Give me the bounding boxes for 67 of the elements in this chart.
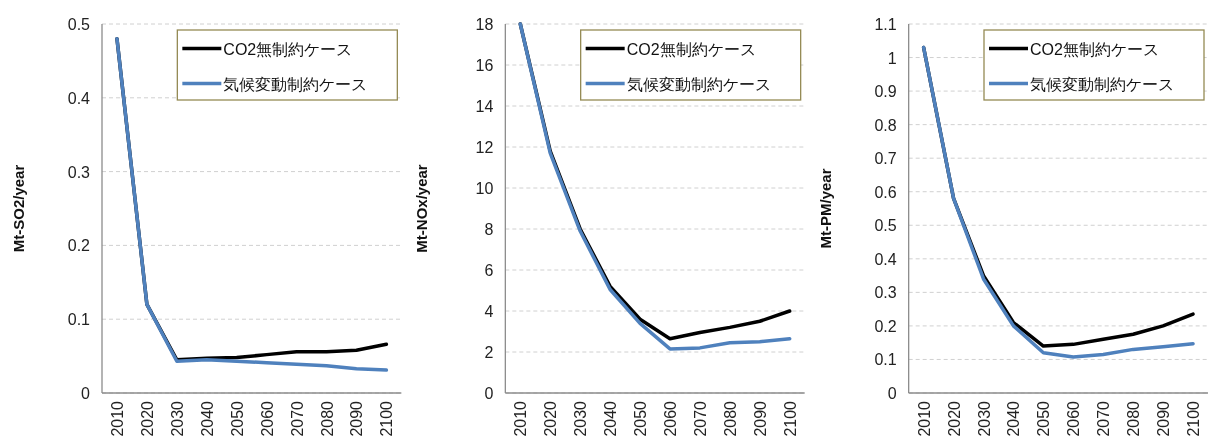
x-tick-label: 2050 xyxy=(228,400,246,437)
x-tick-label: 2060 xyxy=(258,400,276,437)
x-tick-label: 2070 xyxy=(691,400,709,437)
legend-label: CO2無制約ケース xyxy=(1030,40,1159,58)
y-tick-label: 0.2 xyxy=(874,317,897,335)
y-tick-label: 6 xyxy=(484,262,494,279)
x-tick-label: 2070 xyxy=(288,400,306,437)
x-tick-label: 2060 xyxy=(1065,400,1083,437)
y-tick-label: 10 xyxy=(475,180,494,197)
x-tick-label: 2010 xyxy=(915,400,933,437)
legend-label: 気候変動制約ケース xyxy=(626,75,771,93)
x-tick-label: 2030 xyxy=(572,400,590,437)
y-tick-label: 12 xyxy=(475,139,494,156)
x-tick-label: 2080 xyxy=(1125,400,1143,437)
x-tick-label: 2050 xyxy=(632,400,650,437)
x-tick-label: 2100 xyxy=(1185,400,1203,437)
x-tick-label: 2090 xyxy=(1155,400,1173,437)
x-tick-label: 2060 xyxy=(661,400,679,437)
y-tick-label: 8 xyxy=(484,221,494,238)
y-tick-label: 0.7 xyxy=(874,150,897,168)
x-tick-label: 2080 xyxy=(318,400,336,437)
y-tick-label: 4 xyxy=(484,303,494,320)
x-tick-label: 2040 xyxy=(198,400,216,437)
y-tick-label: 0.5 xyxy=(67,16,91,33)
x-tick-label: 2030 xyxy=(168,400,186,437)
x-tick-label: 2020 xyxy=(945,400,963,437)
y-tick-label: 0 xyxy=(484,385,494,402)
y-tick-label: 0.1 xyxy=(67,311,91,329)
legend-label: CO2無制約ケース xyxy=(223,40,353,58)
x-tick-label: 2070 xyxy=(1095,400,1113,437)
y-tick-label: 0.5 xyxy=(874,217,897,235)
legend-label: 気候変動制約ケース xyxy=(1030,75,1174,93)
y-tick-label: 14 xyxy=(475,98,494,115)
y-tick-label: 18 xyxy=(475,16,494,33)
y-tick-label: 0.4 xyxy=(874,250,897,268)
x-tick-label: 2050 xyxy=(1035,400,1053,437)
y-tick-label: 1 xyxy=(887,49,897,67)
x-tick-label: 2100 xyxy=(378,400,396,437)
x-tick-label: 2020 xyxy=(138,400,156,437)
y-tick-label: 0.3 xyxy=(874,284,897,302)
y-tick-label: 1.1 xyxy=(874,16,897,33)
x-tick-label: 2010 xyxy=(512,400,530,437)
x-tick-label: 2080 xyxy=(721,400,739,437)
x-tick-label: 2090 xyxy=(348,400,366,437)
y-axis-title: Mt-SO2/year xyxy=(10,164,27,253)
y-tick-label: 0 xyxy=(81,385,91,402)
x-tick-label: 2090 xyxy=(751,400,769,437)
y-tick-label: 0.4 xyxy=(67,89,91,107)
x-tick-label: 2100 xyxy=(781,400,799,437)
y-tick-label: 0.3 xyxy=(67,163,91,181)
x-tick-label: 2010 xyxy=(108,400,126,437)
x-tick-label: 2020 xyxy=(542,400,560,437)
y-tick-label: 0.6 xyxy=(874,183,897,201)
legend-label: CO2無制約ケース xyxy=(626,40,756,58)
y-tick-label: 0.8 xyxy=(874,116,897,134)
y-tick-label: 0.2 xyxy=(67,237,91,255)
x-tick-label: 2040 xyxy=(602,400,620,437)
y-tick-label: 0.1 xyxy=(874,351,897,369)
legend-label: 気候変動制約ケース xyxy=(223,75,368,93)
y-axis-title: Mt-PM/year xyxy=(816,168,834,249)
y-tick-label: 16 xyxy=(475,57,494,74)
y-tick-label: 0 xyxy=(887,385,897,402)
y-tick-label: 0.9 xyxy=(874,83,897,101)
x-tick-label: 2030 xyxy=(975,400,993,437)
x-tick-label: 2040 xyxy=(1005,400,1023,437)
y-tick-label: 2 xyxy=(484,344,494,361)
y-axis-title: Mt-NOx/year xyxy=(413,164,431,253)
